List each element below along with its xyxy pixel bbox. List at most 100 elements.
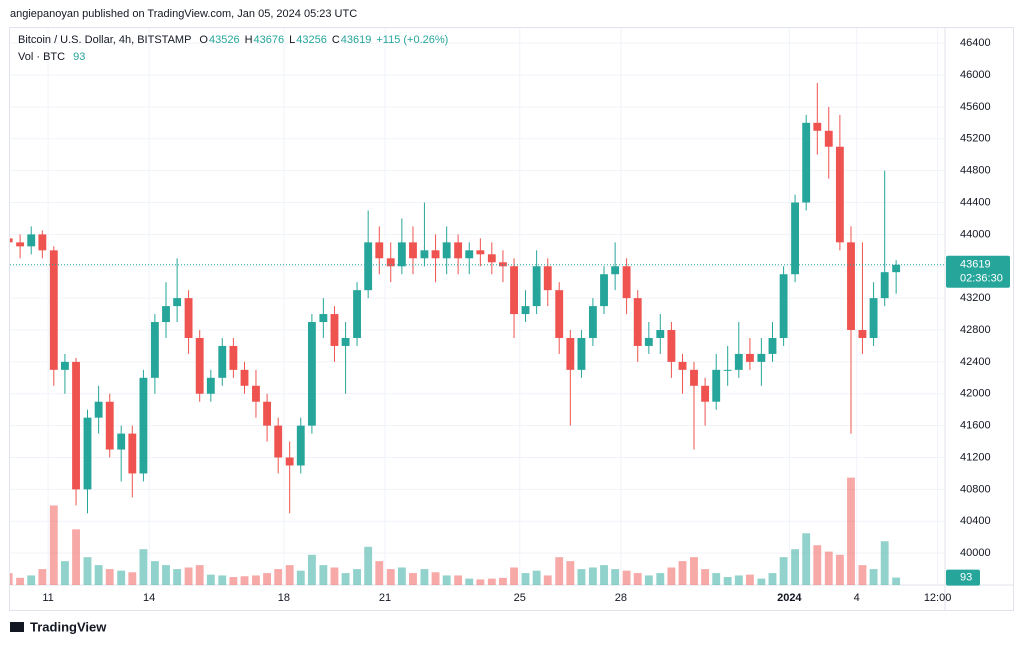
candle-body <box>611 266 620 275</box>
candle-body <box>16 242 25 247</box>
volume-bar <box>341 573 350 585</box>
candle-body <box>543 266 552 291</box>
volume-bar <box>117 570 126 585</box>
volume-bar <box>431 572 440 585</box>
candle-body <box>555 290 564 338</box>
candle-body <box>510 266 518 315</box>
candle-body <box>173 298 182 307</box>
volume-bar <box>690 557 698 585</box>
candle-body <box>791 202 799 275</box>
candle-body <box>757 353 766 362</box>
ohlc-label: O <box>199 34 208 46</box>
candle-body <box>768 337 777 354</box>
candle-body <box>27 234 36 247</box>
volume-bar <box>802 533 811 585</box>
volume-bar <box>555 557 564 585</box>
candle-body <box>644 337 653 346</box>
candle-body <box>487 254 496 263</box>
volume-bar <box>252 575 260 585</box>
ohlc-label: C <box>332 34 340 46</box>
volume-legend: Vol · BTC <box>18 51 65 63</box>
candle-body <box>577 337 586 370</box>
candle-body <box>847 242 855 331</box>
volume-bar <box>813 545 822 585</box>
candle-body <box>117 433 126 450</box>
ohlc-label: H <box>245 34 253 46</box>
candle-body <box>252 385 260 402</box>
y-tick-label: 44000 <box>960 228 991 240</box>
candle-body <box>869 298 878 338</box>
x-tick-label: 11 <box>42 592 53 604</box>
candle-body <box>162 306 170 323</box>
volume-bar <box>465 578 474 585</box>
candle-body <box>622 266 631 299</box>
volume-bar <box>319 565 328 585</box>
candle-body <box>274 425 283 458</box>
volume-bar <box>409 573 417 585</box>
volume-bar <box>532 570 541 585</box>
volume-bar <box>307 554 316 585</box>
volume-bar <box>218 575 227 585</box>
candle-body <box>38 234 47 251</box>
candle-body <box>364 242 373 291</box>
last-price-tag <box>946 255 1010 288</box>
volume-bar <box>622 570 631 585</box>
volume-bar <box>60 561 69 585</box>
volume-bar <box>667 567 676 585</box>
y-tick-label: 46400 <box>960 37 991 49</box>
y-tick-label: 45200 <box>960 133 991 145</box>
volume-bar <box>835 554 844 585</box>
volume-bar <box>892 577 901 585</box>
price-change: +115 (+0.26%) <box>376 34 448 46</box>
volume-bar <box>543 575 552 585</box>
y-tick-label: 42800 <box>960 324 991 336</box>
volume-bar <box>869 569 878 585</box>
candle-body <box>296 425 305 466</box>
candle-body <box>745 353 754 362</box>
candle-body <box>285 457 294 466</box>
ohlc-label: L <box>289 34 295 46</box>
ohlc-value: 43256 <box>296 34 327 46</box>
candle-body <box>353 290 361 338</box>
volume-bar <box>577 569 586 585</box>
volume-bar <box>139 549 148 585</box>
volume-bar <box>656 573 665 585</box>
candle-body <box>386 258 395 267</box>
candle-body <box>375 242 384 259</box>
volume-bar <box>229 577 238 585</box>
volume-bar <box>499 577 507 585</box>
candle-body <box>128 433 137 474</box>
y-tick-label: 44800 <box>960 165 991 177</box>
candle-body <box>307 322 316 426</box>
volume-bar <box>38 569 47 585</box>
y-tick-label: 42000 <box>960 388 991 400</box>
volume-bar <box>678 561 687 585</box>
candle-body <box>476 250 485 255</box>
candle-body <box>263 401 272 426</box>
volume-bar <box>364 546 373 585</box>
volume-bar <box>420 569 429 585</box>
publish-info: angiepanoyan published on TradingView.co… <box>10 8 357 20</box>
candle-body <box>566 337 575 370</box>
y-tick-label: 41600 <box>960 420 991 432</box>
volume-bar <box>10 573 13 585</box>
candle-body <box>779 274 788 338</box>
volume-bar <box>94 565 103 585</box>
volume-bar <box>353 569 361 585</box>
x-tick-label: 12:00 <box>924 592 952 604</box>
x-tick-label: 21 <box>379 592 391 604</box>
y-tick-label: 45600 <box>960 101 991 113</box>
candle-body <box>72 361 80 490</box>
volume-bar <box>173 569 182 585</box>
ohlc-value: 43526 <box>209 34 240 46</box>
volume-bar <box>285 565 294 585</box>
y-tick-label: 41200 <box>960 451 991 463</box>
logo: TradingView <box>10 619 107 634</box>
candle-body <box>600 274 608 307</box>
candle-body <box>588 306 597 338</box>
symbol-legend: Bitcoin / U.S. Dollar, 4h, BITSTAMP <box>18 34 191 46</box>
volume-bar <box>858 565 867 585</box>
volume-bar <box>27 575 36 585</box>
ohlc-value: 43676 <box>254 34 285 46</box>
candle-body <box>633 298 642 346</box>
